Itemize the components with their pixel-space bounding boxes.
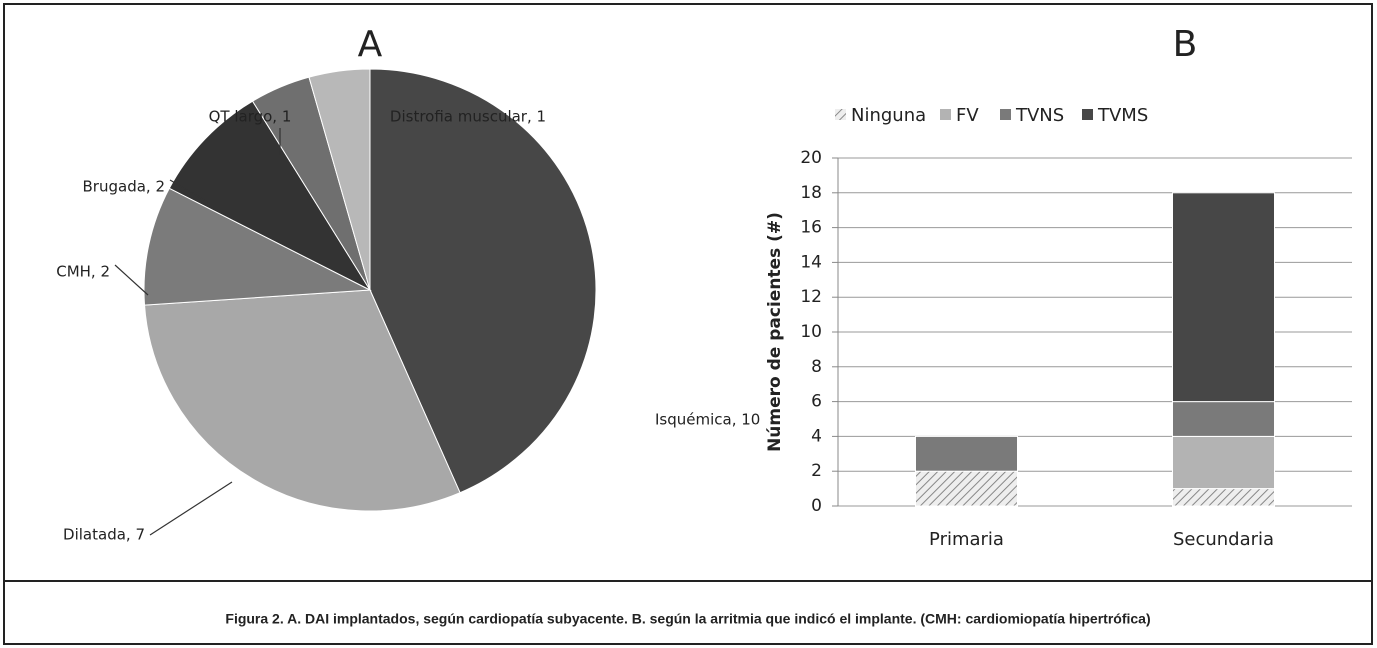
legend-swatch bbox=[1082, 109, 1093, 120]
bar-segment bbox=[915, 435, 1018, 472]
bar-segment bbox=[1172, 401, 1275, 437]
y-tick-label: 8 bbox=[811, 357, 822, 377]
x-tick-label: Primaria bbox=[929, 529, 1004, 550]
slice-label: CMH, 2 bbox=[56, 263, 110, 281]
chart-title: B bbox=[1173, 24, 1198, 65]
y-tick-label: 18 bbox=[800, 183, 822, 203]
legend-label: TVMS bbox=[1097, 105, 1148, 126]
legend-label: TVNS bbox=[1015, 105, 1064, 126]
legend-swatch bbox=[940, 109, 951, 120]
bar-segment bbox=[1172, 192, 1275, 403]
pie-slice bbox=[308, 68, 371, 291]
y-tick-label: 10 bbox=[800, 322, 822, 342]
y-tick-label: 14 bbox=[800, 252, 822, 272]
legend-swatch bbox=[1000, 109, 1011, 120]
slice-label: Isquémica, 10 bbox=[655, 411, 760, 429]
pie-slice bbox=[369, 68, 597, 494]
pie-slice bbox=[168, 100, 372, 292]
legend-label: Ninguna bbox=[851, 105, 926, 126]
bar-segment bbox=[1172, 488, 1275, 507]
x-tick-label: Secundaria bbox=[1173, 529, 1274, 550]
legend-swatch bbox=[835, 109, 846, 120]
leader-line bbox=[169, 179, 209, 203]
pie-slice bbox=[143, 289, 461, 512]
slice-label: Dilatada, 7 bbox=[63, 526, 145, 544]
chart-title: A bbox=[358, 24, 383, 65]
legend-label: FV bbox=[956, 105, 979, 126]
y-tick-label: 0 bbox=[811, 496, 822, 516]
y-tick-label: 4 bbox=[811, 426, 822, 446]
bar-segment bbox=[1172, 435, 1275, 490]
caption: Figura 2. A. DAI implantados, según card… bbox=[225, 611, 1150, 627]
y-tick-label: 6 bbox=[811, 392, 822, 412]
y-axis-label: Número de pacientes (#) bbox=[765, 212, 785, 452]
bar-segment bbox=[915, 470, 1018, 507]
slice-label: Brugada, 2 bbox=[83, 178, 165, 196]
leader-line bbox=[114, 264, 149, 296]
y-tick-label: 20 bbox=[800, 148, 822, 168]
slice-label: Distrofia muscular, 1 bbox=[390, 108, 546, 126]
y-tick-label: 16 bbox=[800, 218, 822, 238]
y-tick-label: 12 bbox=[800, 287, 822, 307]
leader-line bbox=[149, 481, 233, 536]
y-tick-label: 2 bbox=[811, 461, 822, 481]
pie-slice bbox=[143, 187, 372, 306]
slice-label: QT largo, 1 bbox=[209, 108, 292, 126]
